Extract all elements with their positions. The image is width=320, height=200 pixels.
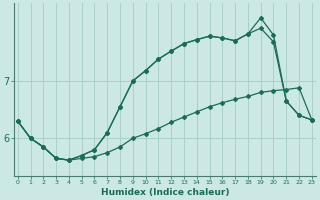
X-axis label: Humidex (Indice chaleur): Humidex (Indice chaleur) [100,188,229,197]
